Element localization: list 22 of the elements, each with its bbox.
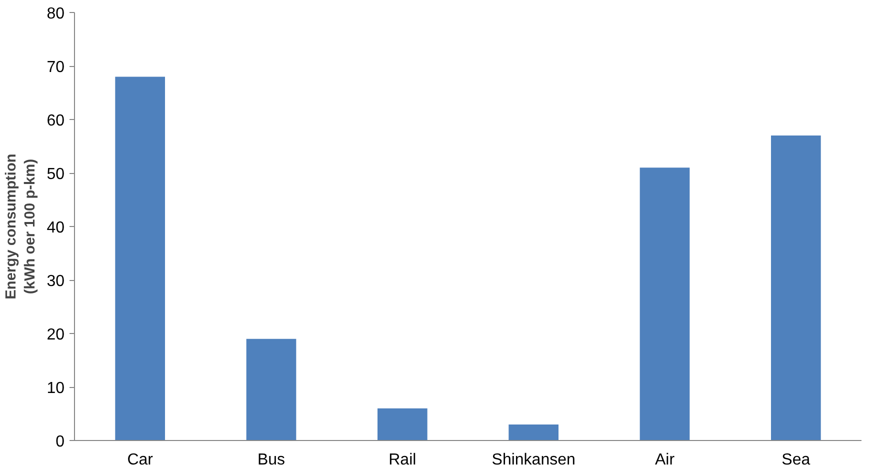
y-tick-label: 10 [46,380,65,397]
y-tick-label: 30 [46,273,65,290]
bar [246,338,296,440]
y-axis-title: Energy consumption (kWh oer 100 p-km) [4,154,39,300]
y-tick-label: 50 [46,166,65,183]
x-tick-label: Air [654,452,676,468]
y-tick-label: 60 [46,112,65,130]
bar [640,168,690,440]
x-tick-label: Bus [257,452,286,468]
bar [115,76,166,440]
x-tick-label: Shinkansen [492,452,576,468]
y-tick-label: 40 [46,220,65,236]
bar [508,424,559,440]
x-tick-label: Car [127,452,154,468]
y-tick-label: 20 [46,326,65,344]
bar [377,408,428,440]
y-tick-label: 70 [46,59,65,76]
y-tick-label: 80 [46,6,65,22]
x-tick-label: Rail [388,452,416,468]
bar [770,136,821,440]
x-tick-label: Sea [782,452,810,468]
y-tick-label: 0 [56,434,65,450]
